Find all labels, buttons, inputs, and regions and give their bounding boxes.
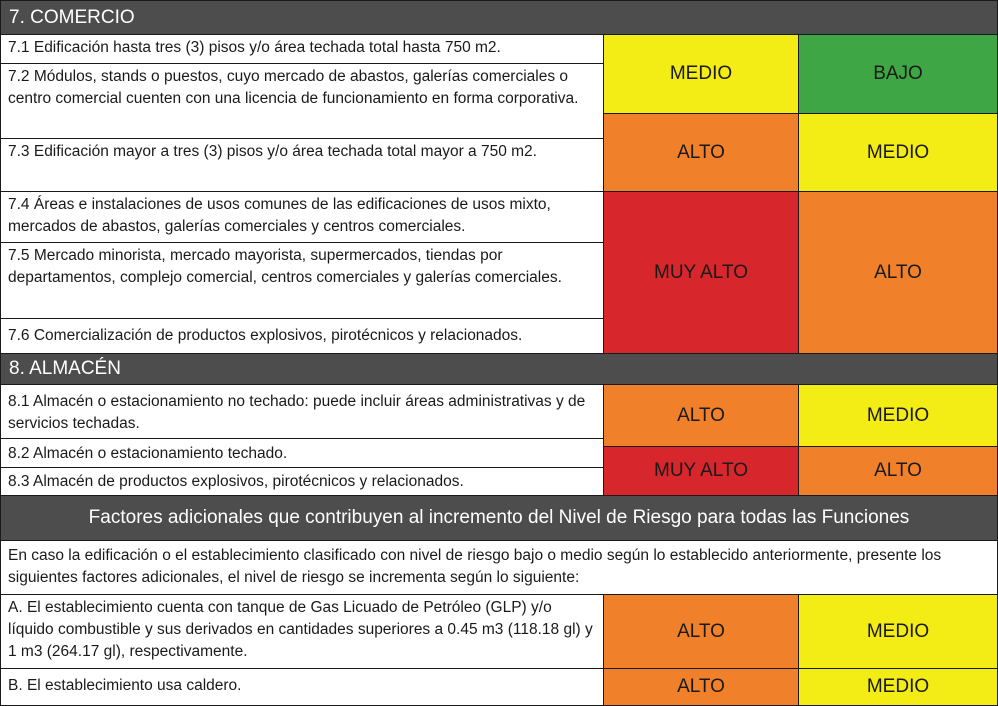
factores-intro: En caso la edificación o el establecimie… [0,540,998,595]
risk-level-cell: ALTO [603,384,799,447]
section-header-factores: Factores adicionales que contribuyen al … [0,495,998,541]
risk-level-cell: ALTO [798,191,998,354]
item-8-3: 8.3 Almacén de productos explosivos, pir… [0,467,604,496]
item-7-3: 7.3 Edificación mayor a tres (3) pisos y… [0,138,604,192]
factor-a: A. El establecimiento cuenta con tanque … [0,594,604,669]
section-header-comercio: 7. COMERCIO [0,0,998,35]
section-header-almacen: 8. ALMACÉN [0,353,998,385]
risk-level-cell: MEDIO [603,34,799,114]
risk-level-cell: MEDIO [798,594,998,669]
risk-level-cell: MUY ALTO [603,191,799,354]
factor-b: B. El establecimiento usa caldero. [0,668,604,706]
item-8-1: 8.1 Almacén o estacionamiento no techado… [0,384,604,439]
item-7-1: 7.1 Edificación hasta tres (3) pisos y/o… [0,34,604,64]
risk-level-cell: ALTO [603,668,799,706]
item-8-2: 8.2 Almacén o estacionamiento techado. [0,438,604,468]
risk-level-cell: ALTO [798,446,998,496]
item-7-6: 7.6 Comercialización de productos explos… [0,318,604,354]
item-7-4: 7.4 Áreas e instalaciones de usos comune… [0,191,604,243]
risk-level-cell: ALTO [603,113,799,192]
item-7-2: 7.2 Módulos, stands o puestos, cuyo merc… [0,63,604,139]
risk-level-cell: MEDIO [798,113,998,192]
risk-level-cell: ALTO [603,594,799,669]
risk-level-cell: MEDIO [798,668,998,706]
risk-level-cell: BAJO [798,34,998,114]
item-7-5: 7.5 Mercado minorista, mercado mayorista… [0,242,604,319]
risk-level-cell: MEDIO [798,384,998,447]
risk-level-cell: MUY ALTO [603,446,799,496]
